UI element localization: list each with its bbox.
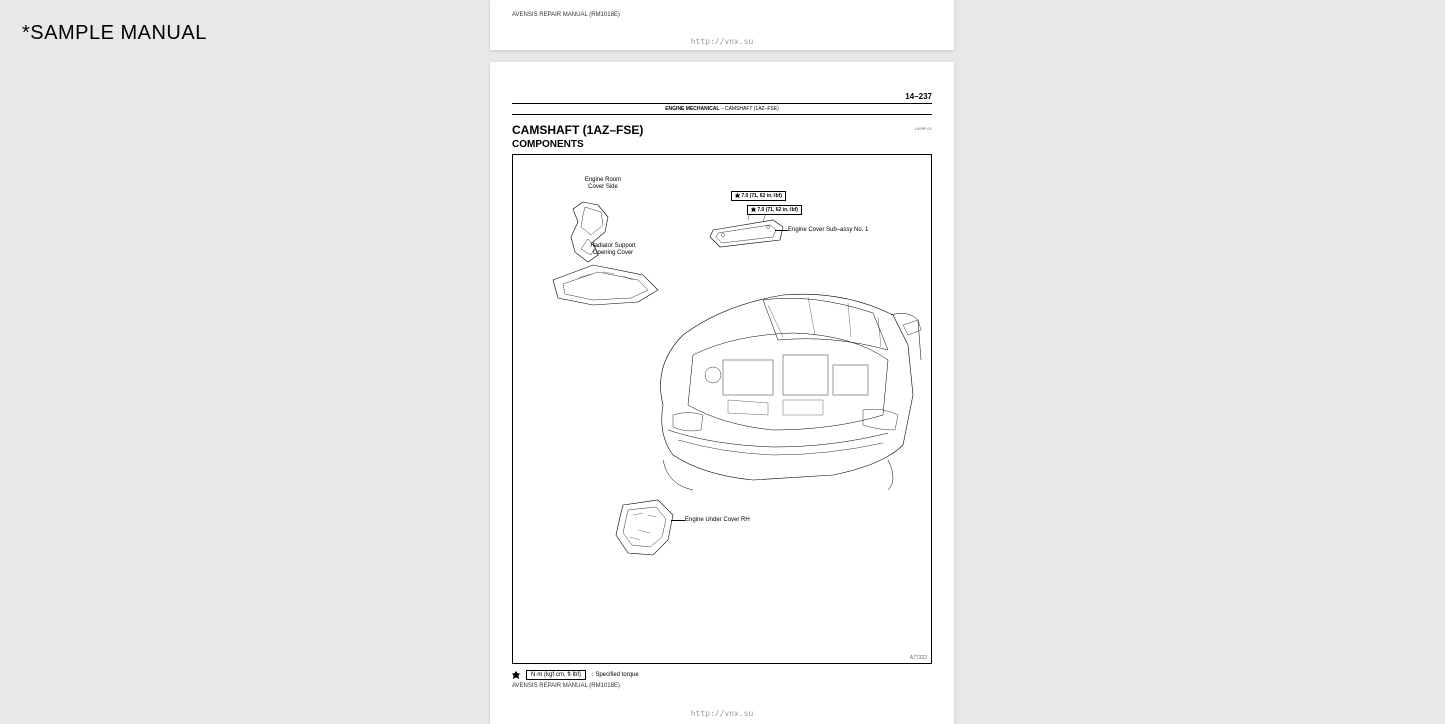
diagram-container: Engine RoomCover Side 7.0 (71, 62 in.·lb…: [512, 154, 932, 664]
page-previous-sliver: AVENSIS REPAIR MANUAL (RM1018E) http://v…: [490, 0, 954, 50]
footer-previous: AVENSIS REPAIR MANUAL (RM1018E): [512, 12, 620, 18]
legend-box: N·m (kgf·cm, ft·lbf): [526, 670, 586, 680]
section-bold: ENGINE MECHANICAL: [665, 106, 719, 112]
bolt-icon: [512, 671, 520, 679]
diagram-code: A77322: [910, 655, 927, 661]
section-rest: CAMSHAFT (1AZ–FSE): [725, 106, 779, 112]
footer-main: AVENSIS REPAIR MANUAL (RM1018E): [512, 683, 620, 689]
sample-watermark: *SAMPLE MANUAL: [22, 22, 207, 45]
torque-box-2: 7.0 (71, 62 in.·lbf): [747, 205, 802, 215]
page-main: 14–237 ENGINE MECHANICAL – CAMSHAFT (1AZ…: [490, 62, 954, 724]
part-engine-room-cover: [563, 197, 633, 267]
part-engine-under-cover: [608, 495, 683, 565]
label-engine-under-cover: Engine Under Cover RH: [685, 517, 750, 524]
part-engine-cover-sub: [708, 215, 788, 250]
car-body-outline: [633, 265, 923, 505]
torque-2-text: 7.0 (71, 62 in.·lbf): [757, 207, 798, 213]
label-engine-room-cover: Engine RoomCover Side: [573, 177, 633, 191]
page-number: 14–237: [512, 92, 932, 101]
small-code: 1409P-01: [915, 126, 932, 131]
torque-1-text: 7.0 (71, 62 in.·lbf): [741, 193, 782, 199]
legend-row: N·m (kgf·cm, ft·lbf) : Specified torque: [512, 670, 932, 680]
footer-link-previous: http://vnx.su: [691, 37, 754, 46]
torque-box-1: 7.0 (71, 62 in.·lbf): [731, 191, 786, 201]
bolt-icon: [735, 193, 740, 198]
footer-link-main: http://vnx.su: [691, 709, 754, 718]
page-subtitle: COMPONENTS: [512, 139, 932, 150]
label-engine-cover-sub: Engine Cover Sub–assy No. 1: [788, 227, 868, 234]
page-title: CAMSHAFT (1AZ–FSE): [512, 123, 932, 137]
section-header: ENGINE MECHANICAL – CAMSHAFT (1AZ–FSE): [512, 103, 932, 115]
bolt-icon: [751, 207, 756, 212]
legend-text: : Specified torque: [592, 672, 639, 678]
